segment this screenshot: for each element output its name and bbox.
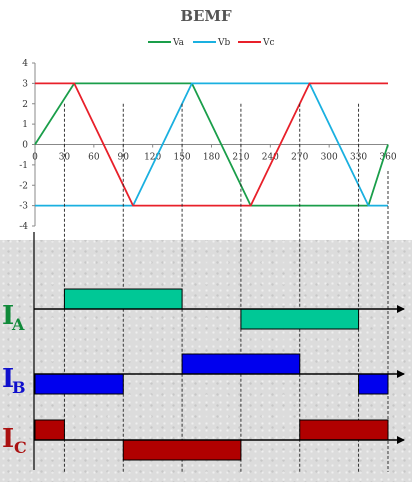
legend-va-label: Va <box>172 38 185 48</box>
chart-series <box>34 82 389 207</box>
x-tick-label: 240 <box>262 153 279 163</box>
x-tick-label: 270 <box>291 153 308 163</box>
x-tick-label: 330 <box>350 153 367 163</box>
y-tick-label: 4 <box>22 59 28 69</box>
phase-label-c-subscript: C <box>14 438 27 457</box>
y-tick-label: -4 <box>19 222 28 232</box>
phase-label-a: I A <box>2 301 25 334</box>
x-tick-label: 60 <box>88 153 100 163</box>
series-line-vb <box>35 82 388 207</box>
current-c-pulse-0 <box>34 419 65 441</box>
current-c-pulse-2 <box>299 419 389 441</box>
current-c-pulse-1 <box>122 439 242 461</box>
y-tick-label: 2 <box>22 100 28 110</box>
x-tick-label: 30 <box>59 153 71 163</box>
current-b-pulse-2 <box>358 373 389 395</box>
y-tick-label: 1 <box>22 120 28 130</box>
current-b-pulse-0 <box>34 373 124 395</box>
chart-background <box>0 0 412 240</box>
phase-label-b-subscript: B <box>12 378 26 397</box>
legend-vc-label: Vc <box>262 38 275 48</box>
phase-label-c: I C <box>2 424 27 457</box>
current-a-pulse-1 <box>240 308 360 330</box>
x-tick-label: 180 <box>203 153 220 163</box>
y-tick-label: -2 <box>19 181 28 191</box>
x-tick-label: 300 <box>321 153 338 163</box>
legend: Va Vb Vc <box>148 38 275 48</box>
x-tick-label: 120 <box>144 153 161 163</box>
current-a-pulse-0 <box>63 288 183 310</box>
chart-title: BEMF <box>180 7 232 25</box>
phase-label-a-subscript: A <box>11 315 25 334</box>
legend-vb-label: Vb <box>217 38 230 48</box>
current-b-pulse-1 <box>181 353 301 375</box>
x-tick-label: 90 <box>118 153 130 163</box>
current-waveforms <box>33 232 405 470</box>
series-line-vc <box>35 82 388 207</box>
series-line-va <box>34 82 389 207</box>
y-tick-label: 3 <box>22 79 28 89</box>
phase-label-b: I B <box>2 364 26 397</box>
phase-label-c-letter: I <box>2 424 14 454</box>
y-tick-label: -1 <box>19 161 28 171</box>
x-tick-label: 150 <box>173 153 190 163</box>
x-tick-label: 210 <box>232 153 249 163</box>
y-tick-label: 0 <box>22 141 28 151</box>
y-tick-label: -3 <box>19 202 28 212</box>
x-tick-label: 0 <box>32 153 38 163</box>
phase-boundaries <box>63 103 389 472</box>
x-tick-label: 360 <box>379 153 396 163</box>
phase-label-b-letter: I <box>2 364 14 394</box>
phase-label-a-letter: I <box>2 301 14 331</box>
